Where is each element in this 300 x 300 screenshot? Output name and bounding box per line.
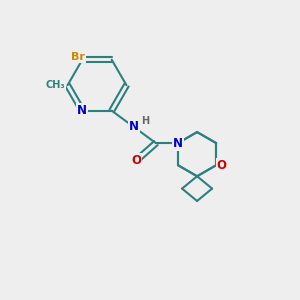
Text: Br: Br xyxy=(71,52,85,62)
Text: H: H xyxy=(141,116,149,126)
Text: N: N xyxy=(77,104,87,117)
Text: O: O xyxy=(131,154,141,167)
Text: CH₃: CH₃ xyxy=(45,80,65,90)
Text: N: N xyxy=(129,120,139,134)
Text: O: O xyxy=(217,159,226,172)
Text: N: N xyxy=(173,136,183,150)
